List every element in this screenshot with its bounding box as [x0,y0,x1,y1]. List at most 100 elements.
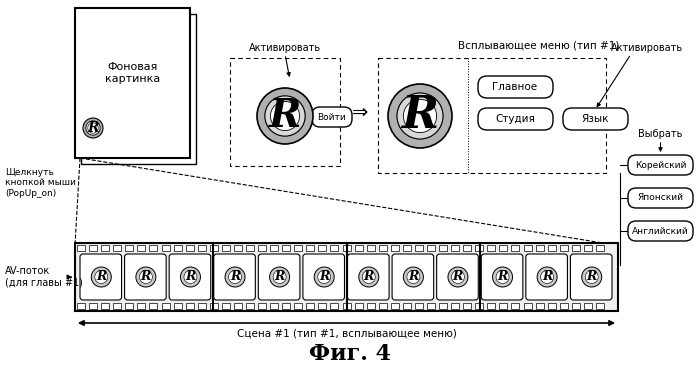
Bar [234,245,242,251]
Bar [572,303,580,309]
Text: ⇒: ⇒ [352,102,368,122]
Circle shape [83,118,103,138]
Bar [102,303,109,309]
Circle shape [407,270,420,284]
Bar [378,58,606,173]
FancyBboxPatch shape [563,108,628,130]
Text: R: R [230,270,240,284]
Bar [547,303,556,309]
Bar [210,303,218,309]
Text: Английский: Английский [632,226,689,236]
Circle shape [363,270,375,284]
Text: Войти: Войти [318,112,346,122]
Bar [282,245,290,251]
Bar [524,303,531,309]
Bar [355,303,363,309]
Bar [162,303,169,309]
Bar [512,245,519,251]
FancyBboxPatch shape [125,254,166,300]
Bar [560,303,568,309]
Bar [439,245,447,251]
FancyBboxPatch shape [80,254,122,300]
FancyBboxPatch shape [303,254,344,300]
Text: R: R [402,94,438,138]
Circle shape [94,270,108,284]
FancyBboxPatch shape [169,254,211,300]
Bar [367,303,374,309]
FancyBboxPatch shape [214,254,256,300]
Bar [524,245,531,251]
Bar [439,303,447,309]
Bar [234,303,242,309]
Circle shape [91,267,111,287]
FancyBboxPatch shape [478,108,553,130]
Text: R: R [186,270,195,284]
Bar [174,245,181,251]
Bar [258,245,266,251]
Bar [572,245,580,251]
Bar [186,245,194,251]
Bar [536,303,544,309]
Bar [125,303,133,309]
Circle shape [540,270,554,284]
Bar [102,245,109,251]
Circle shape [270,102,300,130]
Circle shape [582,267,602,287]
Bar [463,245,471,251]
Text: Выбрать: Выбрать [638,129,682,139]
Bar [270,245,278,251]
Bar [197,303,206,309]
Circle shape [228,270,242,284]
Circle shape [265,96,305,136]
Text: Фиг. 4: Фиг. 4 [309,343,391,365]
Bar [246,303,254,309]
Bar [330,245,338,251]
Circle shape [136,267,156,287]
Bar [318,303,326,309]
Bar [379,245,386,251]
Bar [499,303,508,309]
Bar [391,303,399,309]
Circle shape [184,270,197,284]
Text: Активировать: Активировать [611,43,683,53]
Bar [367,245,374,251]
Bar [174,303,181,309]
Bar [222,303,230,309]
FancyBboxPatch shape [258,254,300,300]
Text: Студия: Студия [495,114,535,124]
FancyBboxPatch shape [628,221,693,241]
Circle shape [359,267,379,287]
Bar [451,245,459,251]
Circle shape [86,121,100,135]
Bar [342,303,351,309]
Bar [415,245,423,251]
FancyBboxPatch shape [570,254,612,300]
Bar [149,245,158,251]
Circle shape [448,267,468,287]
Text: R: R [498,270,508,284]
Circle shape [314,267,334,287]
Bar [258,303,266,309]
Circle shape [225,267,245,287]
Bar [282,303,290,309]
Circle shape [496,270,509,284]
Bar [246,245,254,251]
FancyBboxPatch shape [312,107,352,127]
FancyBboxPatch shape [392,254,434,300]
Text: R: R [269,97,301,135]
Text: R: R [453,270,463,284]
Circle shape [403,99,437,133]
Bar [355,245,363,251]
Bar [584,303,592,309]
Text: Активировать: Активировать [249,43,321,53]
Circle shape [257,88,313,144]
Circle shape [139,270,153,284]
Bar [499,245,508,251]
Circle shape [270,267,290,287]
Text: R: R [141,270,151,284]
Circle shape [273,270,286,284]
Bar [402,245,411,251]
Bar [149,303,158,309]
Bar [475,245,483,251]
Text: R: R [96,270,106,284]
